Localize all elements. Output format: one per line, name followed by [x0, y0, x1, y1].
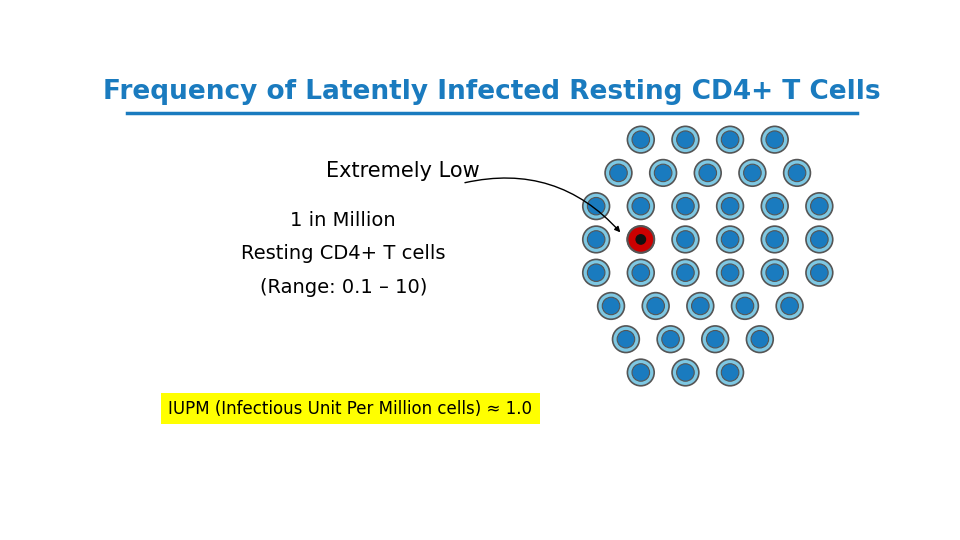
Ellipse shape: [780, 297, 799, 315]
Ellipse shape: [717, 193, 743, 219]
Ellipse shape: [721, 231, 739, 248]
Ellipse shape: [677, 231, 694, 248]
Ellipse shape: [761, 126, 788, 153]
Ellipse shape: [650, 160, 677, 186]
Ellipse shape: [655, 164, 672, 181]
Ellipse shape: [717, 226, 743, 253]
Ellipse shape: [628, 126, 654, 153]
Ellipse shape: [747, 326, 773, 353]
Ellipse shape: [721, 198, 739, 215]
Ellipse shape: [588, 198, 605, 215]
Ellipse shape: [647, 297, 664, 315]
Ellipse shape: [617, 330, 635, 348]
Text: Resting CD4+ T cells: Resting CD4+ T cells: [241, 245, 445, 264]
Ellipse shape: [588, 231, 605, 248]
Text: 1 in Million: 1 in Million: [290, 211, 396, 230]
Ellipse shape: [658, 326, 684, 353]
Ellipse shape: [717, 259, 743, 286]
Ellipse shape: [702, 326, 729, 353]
Ellipse shape: [721, 364, 739, 381]
Ellipse shape: [691, 297, 709, 315]
Ellipse shape: [761, 193, 788, 219]
Ellipse shape: [736, 297, 754, 315]
Ellipse shape: [632, 231, 650, 248]
Ellipse shape: [628, 193, 654, 219]
Ellipse shape: [788, 164, 805, 181]
Ellipse shape: [632, 131, 650, 149]
Text: Frequency of Latently Infected Resting CD4+ T Cells: Frequency of Latently Infected Resting C…: [103, 79, 881, 105]
Ellipse shape: [687, 293, 713, 319]
Ellipse shape: [677, 198, 694, 215]
Ellipse shape: [628, 226, 654, 253]
Ellipse shape: [628, 226, 654, 253]
Ellipse shape: [761, 259, 788, 286]
Ellipse shape: [605, 160, 632, 186]
Bar: [161, 393, 540, 424]
Ellipse shape: [583, 193, 610, 219]
Ellipse shape: [677, 264, 694, 281]
Ellipse shape: [707, 330, 724, 348]
Ellipse shape: [751, 330, 769, 348]
Ellipse shape: [717, 126, 743, 153]
Ellipse shape: [810, 198, 828, 215]
Ellipse shape: [588, 264, 605, 281]
Ellipse shape: [636, 235, 646, 244]
Ellipse shape: [632, 264, 650, 281]
Ellipse shape: [598, 293, 624, 319]
Ellipse shape: [810, 264, 828, 281]
Ellipse shape: [642, 293, 669, 319]
Ellipse shape: [610, 164, 627, 181]
Ellipse shape: [777, 293, 803, 319]
Ellipse shape: [806, 193, 832, 219]
Ellipse shape: [739, 160, 766, 186]
Ellipse shape: [699, 164, 716, 181]
Ellipse shape: [583, 259, 610, 286]
Ellipse shape: [583, 226, 610, 253]
Ellipse shape: [766, 264, 783, 281]
Ellipse shape: [783, 160, 810, 186]
Ellipse shape: [744, 164, 761, 181]
Ellipse shape: [672, 193, 699, 219]
Ellipse shape: [694, 160, 721, 186]
Ellipse shape: [628, 259, 654, 286]
Ellipse shape: [672, 259, 699, 286]
Ellipse shape: [628, 359, 654, 386]
Ellipse shape: [766, 231, 783, 248]
Ellipse shape: [721, 264, 739, 281]
Text: IUPM (Infectious Unit Per Million cells) ≈ 1.0: IUPM (Infectious Unit Per Million cells)…: [168, 400, 533, 418]
Ellipse shape: [766, 198, 783, 215]
Ellipse shape: [761, 226, 788, 253]
Ellipse shape: [806, 259, 832, 286]
Ellipse shape: [632, 364, 650, 381]
Ellipse shape: [672, 126, 699, 153]
Ellipse shape: [612, 326, 639, 353]
Ellipse shape: [672, 226, 699, 253]
Ellipse shape: [717, 359, 743, 386]
Text: Extremely Low: Extremely Low: [325, 161, 480, 181]
Text: (Range: 0.1 – 10): (Range: 0.1 – 10): [259, 278, 427, 297]
Ellipse shape: [661, 330, 680, 348]
Ellipse shape: [602, 297, 620, 315]
Ellipse shape: [766, 131, 783, 149]
Ellipse shape: [677, 131, 694, 149]
Ellipse shape: [632, 198, 650, 215]
Ellipse shape: [672, 359, 699, 386]
Ellipse shape: [810, 231, 828, 248]
FancyArrowPatch shape: [465, 178, 619, 231]
Ellipse shape: [677, 364, 694, 381]
Ellipse shape: [806, 226, 832, 253]
Ellipse shape: [732, 293, 758, 319]
Ellipse shape: [721, 131, 739, 149]
